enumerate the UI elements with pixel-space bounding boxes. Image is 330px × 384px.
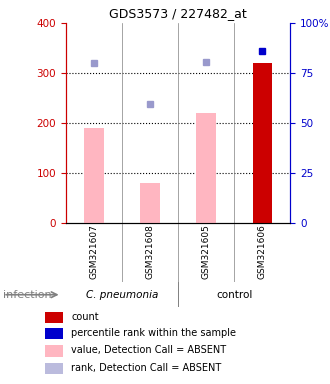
- Text: rank, Detection Call = ABSENT: rank, Detection Call = ABSENT: [71, 363, 221, 373]
- Bar: [46, 311, 63, 323]
- Text: GSM321608: GSM321608: [146, 225, 155, 280]
- Bar: [84, 128, 104, 223]
- Text: C. pneumonia: C. pneumonia: [86, 290, 158, 300]
- Text: GSM321606: GSM321606: [258, 225, 267, 280]
- Text: control: control: [216, 290, 252, 300]
- Bar: [46, 328, 63, 339]
- Bar: [196, 113, 216, 223]
- Text: infection: infection: [3, 290, 52, 300]
- Text: count: count: [71, 312, 99, 322]
- Text: GSM321605: GSM321605: [202, 225, 211, 280]
- Text: percentile rank within the sample: percentile rank within the sample: [71, 328, 236, 338]
- Title: GDS3573 / 227482_at: GDS3573 / 227482_at: [109, 7, 247, 20]
- Text: value, Detection Call = ABSENT: value, Detection Call = ABSENT: [71, 345, 226, 355]
- Bar: [46, 362, 63, 374]
- Bar: [140, 183, 160, 223]
- Bar: [46, 345, 63, 357]
- Bar: [252, 63, 272, 223]
- Text: GSM321607: GSM321607: [89, 225, 99, 280]
